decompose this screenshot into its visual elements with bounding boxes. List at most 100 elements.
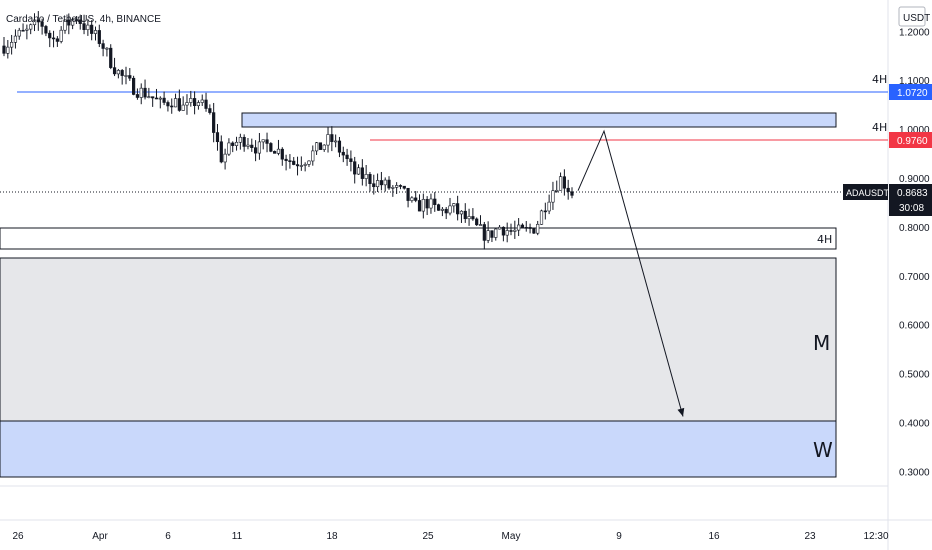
- candle-body: [425, 199, 429, 209]
- candle-body: [234, 141, 239, 146]
- candle-body: [257, 141, 262, 154]
- candle-body: [372, 183, 376, 188]
- candle-body: [90, 24, 94, 34]
- candle-body: [482, 224, 486, 241]
- candle-body: [48, 32, 52, 39]
- demand-zone-4h[interactable]: [0, 227, 837, 250]
- time-axis-ticks[interactable]: 26 Apr 6 11 18 25 May 9 16 23 12:30: [12, 531, 889, 542]
- candle-body: [74, 19, 79, 21]
- time-tick-label: 6: [165, 531, 171, 542]
- weekly-zone-label: W: [813, 438, 833, 462]
- candle-body: [13, 35, 18, 43]
- candle-body: [21, 29, 25, 32]
- candle-body: [387, 179, 391, 189]
- candle-body: [292, 160, 296, 165]
- candle-body: [120, 70, 124, 76]
- candle-body: [82, 23, 86, 30]
- price-tick-label: 0.8000: [899, 223, 930, 234]
- candle-body: [417, 200, 422, 212]
- candle-body: [448, 205, 452, 214]
- candle-body: [486, 230, 490, 241]
- candle-body: [246, 144, 250, 147]
- candle-body: [124, 75, 128, 77]
- weekly-zone[interactable]: [0, 420, 837, 478]
- candle-body: [509, 230, 513, 232]
- candle-body: [135, 94, 140, 98]
- candle-body: [288, 160, 292, 162]
- candle-body: [44, 26, 48, 34]
- candle-body: [177, 98, 181, 111]
- candle-body: [543, 210, 547, 213]
- candle-body: [440, 208, 444, 211]
- currency-button[interactable]: [898, 6, 926, 27]
- candle-body: [280, 148, 284, 160]
- candle-body: [345, 154, 349, 160]
- time-tick-label: 9: [616, 531, 622, 542]
- candle-body: [433, 198, 437, 205]
- last-price-badge: [889, 184, 932, 216]
- candle-body: [406, 187, 410, 201]
- candle-body: [497, 226, 502, 230]
- candle-body: [154, 97, 159, 100]
- candle-body: [349, 158, 353, 162]
- candle-body: [520, 224, 525, 228]
- candle-body: [253, 147, 258, 154]
- monthly-zone[interactable]: [0, 257, 837, 422]
- candle-body: [570, 191, 574, 196]
- candle-body: [452, 203, 456, 207]
- candle-body: [353, 161, 357, 175]
- price-tick-label: 0.5000: [899, 370, 930, 381]
- candle-body: [166, 102, 170, 107]
- candle-body: [40, 21, 44, 27]
- candle-body: [17, 29, 21, 37]
- candle-body: [151, 96, 155, 99]
- candle-body: [185, 102, 189, 106]
- candle-body: [368, 174, 372, 184]
- demand-zone-label: 4H: [817, 233, 832, 246]
- supply-zone-4h[interactable]: [241, 112, 837, 128]
- candle-body: [314, 142, 319, 152]
- candle-body: [36, 19, 40, 23]
- candle-body: [505, 230, 509, 236]
- candle-body: [539, 210, 544, 225]
- candle-body: [212, 112, 216, 133]
- candle-body: [2, 45, 6, 54]
- price-tick-label: 1.1000: [899, 76, 930, 87]
- candle-body: [558, 176, 563, 191]
- candle-body: [322, 144, 326, 150]
- candle-body: [219, 141, 223, 163]
- red-level-value: 0.9760: [897, 136, 928, 147]
- candle-body: [238, 136, 242, 143]
- candle-body: [318, 142, 323, 150]
- candle-body: [311, 150, 315, 162]
- candle-body: [265, 139, 269, 144]
- candle-body: [536, 224, 540, 234]
- candle-body: [566, 187, 570, 193]
- candle-body: [101, 43, 105, 49]
- candle-body: [402, 185, 406, 189]
- candle-body: [555, 189, 559, 192]
- candle-body: [109, 47, 113, 68]
- time-tick-label: 16: [708, 531, 720, 542]
- currency-label: USDT: [903, 13, 930, 24]
- candle-body: [334, 140, 338, 143]
- candle-body: [6, 46, 10, 54]
- candle-body: [173, 98, 178, 108]
- candle-body: [410, 197, 414, 201]
- candle-body: [132, 77, 136, 95]
- projection-arrow[interactable]: [577, 129, 684, 417]
- candle-body: [303, 164, 307, 166]
- time-tick-label: 11: [232, 531, 243, 542]
- chart-title: Cardano / TetherUS, 4h, BINANCE: [6, 14, 161, 25]
- blue-level-value: 1.0720: [897, 88, 928, 99]
- candle-body: [51, 37, 56, 40]
- monthly-zone-label: M: [813, 331, 830, 355]
- candle-body: [25, 28, 29, 31]
- candle-body: [128, 75, 132, 79]
- candle-body: [261, 139, 265, 143]
- time-tick-label: 25: [422, 531, 434, 542]
- candle-body: [189, 98, 193, 103]
- blue-level-badge: [889, 84, 932, 100]
- price-axis-ticks[interactable]: 1.2000 1.1000 1.0000 0.9000 0.8000 0.7000 0.60…: [899, 27, 930, 478]
